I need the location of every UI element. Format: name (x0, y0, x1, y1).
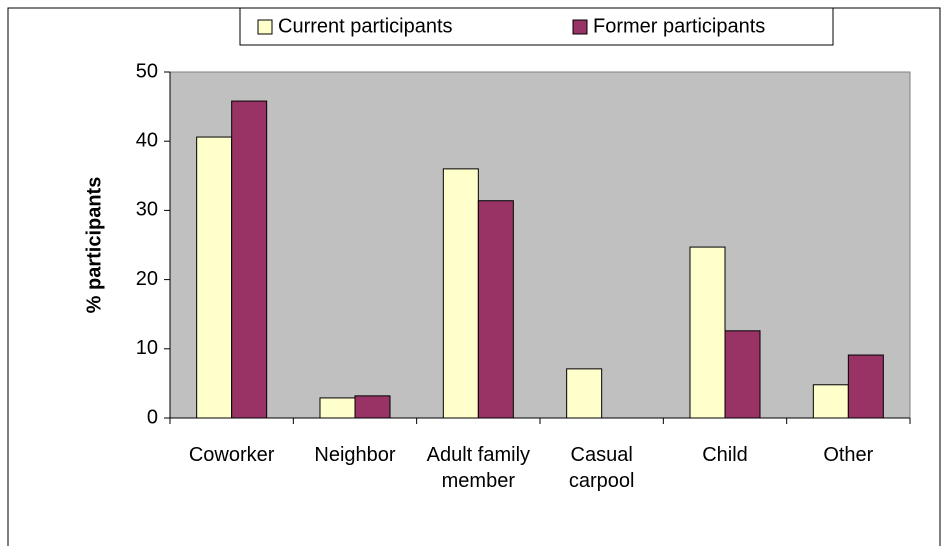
bar (354, 395, 391, 419)
y-axis-title: % participants (83, 177, 105, 314)
x-tick-label: Neighbor (314, 444, 396, 466)
y-tick-label: 0 (147, 406, 158, 428)
bar (231, 100, 268, 419)
bar (477, 200, 514, 419)
y-tick-label: 10 (136, 337, 158, 359)
plot-area (169, 71, 911, 419)
y-tick-label: 50 (136, 60, 158, 82)
y-tick-label: 20 (136, 268, 158, 290)
x-tick-label: Adult family member (426, 444, 531, 492)
legend-label: Current participants (278, 15, 453, 37)
x-tick-label: Child (702, 444, 748, 466)
x-tick-label: Coworker (188, 444, 275, 466)
y-tick-label: 40 (136, 129, 158, 151)
x-tick-label: Other (823, 444, 874, 466)
bar (319, 397, 356, 419)
legend-label: Former participants (593, 15, 765, 37)
legend-box (239, 7, 834, 46)
legend-swatch (572, 19, 588, 35)
bar (442, 168, 479, 419)
legend-swatch (257, 19, 273, 35)
bar (847, 354, 884, 419)
bar (812, 384, 849, 419)
x-tick-label: Casual carpool (568, 444, 635, 492)
bar (724, 330, 761, 419)
bar (566, 368, 603, 419)
y-tick-label: 30 (136, 199, 158, 221)
bar (689, 246, 726, 419)
bar (196, 136, 233, 419)
